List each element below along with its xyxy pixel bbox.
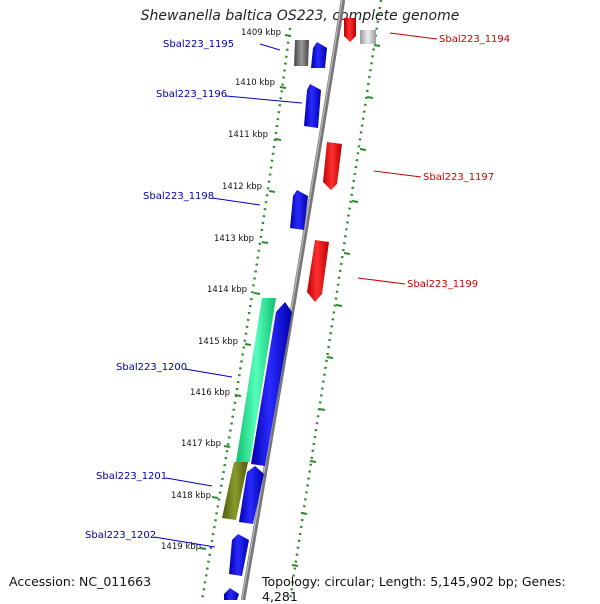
- kbp-label: 1412 kbp: [222, 182, 262, 192]
- map-title: Shewanella baltica OS223, complete genom…: [140, 8, 460, 24]
- gene-sbal223-1196[interactable]: [304, 84, 321, 128]
- kbp-label: 1418 kbp: [171, 491, 211, 501]
- kbp-label: 1414 kbp: [207, 285, 247, 295]
- gene-label[interactable]: Sbal223_1200: [116, 362, 187, 373]
- gene-label[interactable]: Sbal223_1202: [85, 530, 156, 541]
- gene-label[interactable]: Sbal223_1197: [423, 172, 494, 183]
- left-major-ticks: [199, 34, 292, 550]
- kbp-label: 1413 kbp: [214, 234, 254, 244]
- gene-sbal223-1199[interactable]: [307, 240, 329, 302]
- right-major-ticks: [291, 44, 381, 567]
- gene-label[interactable]: Sbal223_1194: [439, 34, 510, 45]
- kbp-label: 1411 kbp: [228, 130, 268, 140]
- right-tick-ring: [288, 0, 383, 600]
- kbp-label: 1419 kbp: [161, 542, 201, 552]
- gene-label[interactable]: Sbal223_1195: [163, 39, 234, 50]
- gene-sbal223-1202[interactable]: [229, 534, 249, 576]
- kbp-label: 1416 kbp: [190, 388, 230, 398]
- accession-text: Accession: NC_011663: [9, 574, 152, 589]
- scale-labels: 1409 kbp 1410 kbp 1411 kbp 1412 kbp 1413…: [161, 28, 281, 552]
- gene-sbal223-1201-pseudo[interactable]: [222, 462, 248, 520]
- forward-leader-lines: [357, 32, 438, 285]
- kbp-label: 1410 kbp: [235, 78, 275, 88]
- gene-sbal223-1194-b[interactable]: [360, 30, 376, 44]
- gene-sbal223-1194[interactable]: [344, 18, 356, 42]
- gene-sbal223-1198[interactable]: [290, 190, 308, 230]
- gene-sbal223-1195-gray[interactable]: [294, 40, 309, 66]
- genome-backbone: [240, 0, 346, 600]
- gene-label[interactable]: Sbal223_1196: [156, 89, 227, 100]
- gene-sbal223-1200[interactable]: [251, 302, 292, 466]
- kbp-label: 1409 kbp: [241, 28, 281, 38]
- gene-label[interactable]: Sbal223_1199: [407, 279, 478, 290]
- gene-sbal223-1201[interactable]: [239, 466, 264, 524]
- kbp-label: 1415 kbp: [198, 337, 238, 347]
- gene-sbal223-1203[interactable]: [224, 588, 239, 600]
- gene-sbal223-1197[interactable]: [323, 142, 342, 190]
- reverse-gene-labels: Sbal223_1195 Sbal223_1196 Sbal223_1198 S…: [85, 39, 234, 541]
- gene-label[interactable]: Sbal223_1198: [143, 191, 214, 202]
- kbp-label: 1417 kbp: [181, 439, 221, 449]
- gene-sbal223-1195[interactable]: [311, 42, 327, 68]
- gene-sbal223-1200-rna[interactable]: [236, 298, 276, 462]
- reverse-leader-lines: [153, 43, 303, 548]
- gene-label[interactable]: Sbal223_1201: [96, 471, 167, 482]
- forward-gene-labels: Sbal223_1194 Sbal223_1197 Sbal223_1199: [407, 34, 510, 290]
